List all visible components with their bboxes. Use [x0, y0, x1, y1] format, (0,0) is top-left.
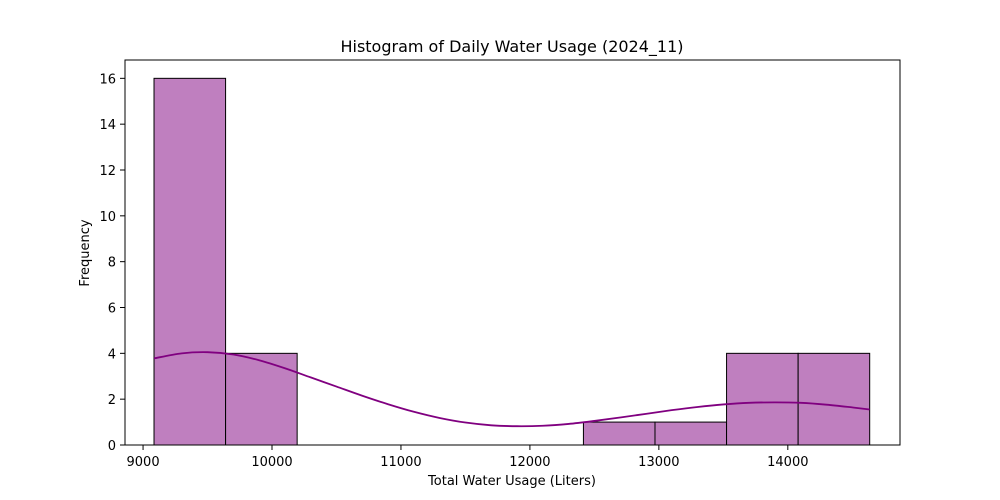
histogram-bar-0: [153, 77, 227, 446]
x-tick-label: 10000: [251, 455, 292, 470]
x-tick-label: 9000: [127, 455, 160, 470]
x-tick-label: 14000: [767, 455, 808, 470]
y-tick-label: 0: [108, 439, 116, 454]
y-tick-label: 10: [99, 210, 116, 225]
histogram-bar-7: [654, 421, 728, 446]
kde-curve: [153, 351, 870, 428]
histogram-bar-8: [726, 352, 799, 446]
y-tick-label: 4: [108, 347, 116, 362]
x-tick-label: 13000: [638, 455, 679, 470]
y-tick-label: 12: [99, 164, 116, 179]
y-tick-label: 6: [108, 302, 116, 317]
histogram-bar-6: [582, 421, 656, 446]
histogram-bar-1: [225, 352, 298, 446]
x-axis-ticks: 9000 10000 11000 12000 13000 14000: [127, 445, 808, 470]
x-tick-label: 12000: [509, 455, 550, 470]
histogram-bar-9: [797, 352, 871, 446]
y-tick-label: 8: [108, 256, 116, 271]
y-axis-ticks: 0 2 4 6 8 10 12 14 16: [99, 72, 125, 454]
plot-area-frame: [124, 59, 901, 446]
histogram-bars: [153, 77, 871, 446]
y-axis-label: Frequency: [78, 219, 93, 286]
chart-title: Histogram of Daily Water Usage (2024_11): [340, 37, 683, 57]
y-tick-label: 2: [108, 393, 116, 408]
y-tick-label: 16: [99, 72, 116, 87]
y-tick-label: 14: [99, 118, 116, 133]
x-tick-label: 11000: [380, 455, 421, 470]
x-axis-label: Total Water Usage (Liters): [427, 474, 596, 489]
